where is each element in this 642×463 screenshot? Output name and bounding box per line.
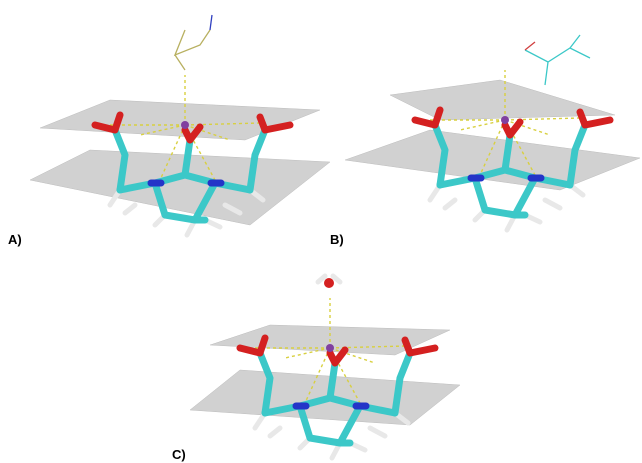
plane (30, 150, 330, 225)
water (324, 278, 334, 288)
panel-label: C) (172, 447, 186, 462)
panel-b: B) (330, 35, 640, 247)
panel-label: B) (330, 232, 344, 247)
plane (40, 100, 320, 140)
panel-a: A) (8, 15, 330, 247)
panel-c: C) (172, 276, 460, 462)
ligand (525, 42, 535, 50)
plane (345, 130, 640, 190)
ligand (175, 30, 210, 70)
ligand (210, 15, 212, 30)
panel-label: A) (8, 232, 22, 247)
figure: A) B) C) (0, 0, 642, 463)
